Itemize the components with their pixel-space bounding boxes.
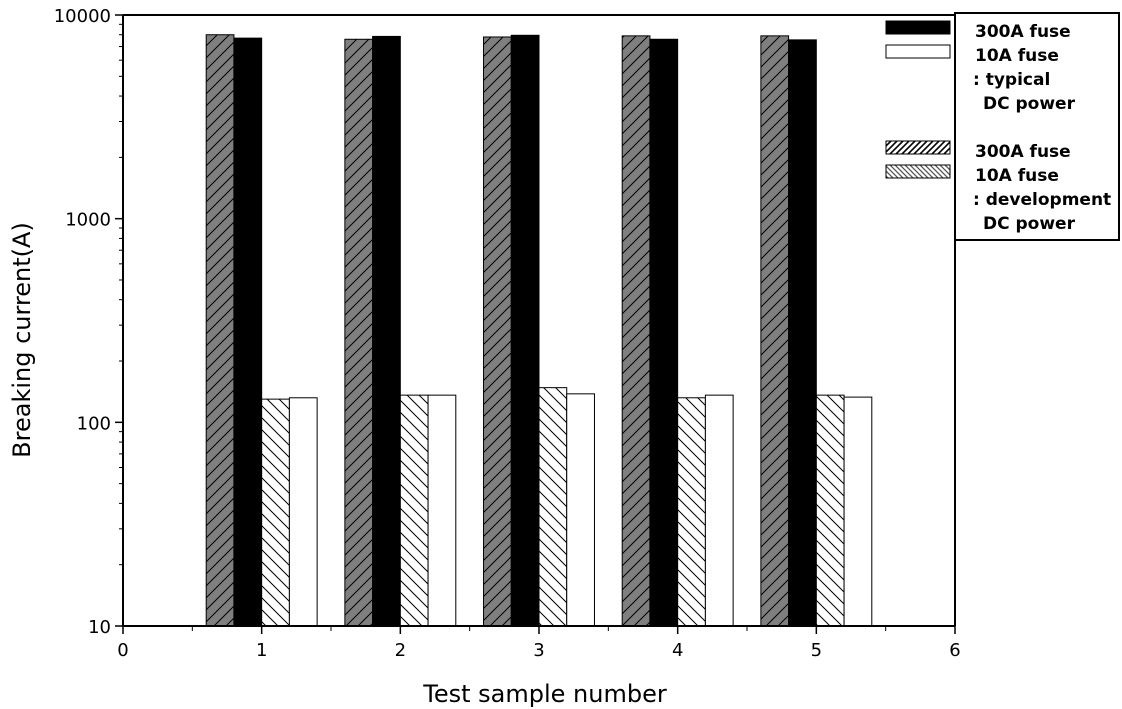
bar-sample-1-series-1: [205, 34, 235, 627]
bar-sample-1-series-2: [233, 37, 263, 627]
bar-sample-2-series-2: [372, 35, 401, 627]
legend-swatch-2-2: [885, 164, 951, 179]
bar-sample-4-series-2: [649, 38, 679, 627]
legend: 300A fuse 10A fuse : typical DC power 300A f…: [885, 12, 1120, 241]
legend-box: [954, 12, 1120, 241]
legend-label: 300A fuse: [975, 142, 1071, 162]
legend-swatch-1-2: [885, 44, 951, 59]
legend-label: 300A fuse: [975, 22, 1071, 42]
bar-sample-2-series-4: [427, 394, 457, 627]
x-tick-label: 6: [949, 640, 960, 661]
x-tick-label: 4: [672, 640, 683, 661]
legend-caption: : development: [973, 190, 1111, 210]
tick-labels: 0 1 2 3 4 5 6 10 100 1000 10000: [54, 6, 961, 661]
bar-sample-3-series-3: [538, 387, 568, 627]
bar-sample-1-series-4: [288, 397, 318, 627]
bar-sample-3-series-4: [566, 393, 595, 627]
legend-swatch-2-1: [885, 140, 951, 155]
y-axis-title: Breaking current(A): [8, 222, 36, 458]
y-tick-label: 1000: [65, 210, 111, 231]
bars-group: [205, 34, 873, 627]
bar-sample-5-series-1: [760, 35, 790, 627]
x-tick-label: 3: [533, 640, 544, 661]
bar-sample-4-series-1: [621, 35, 651, 627]
x-axis-title: Test sample number: [422, 680, 667, 708]
bar-sample-5-series-2: [788, 39, 817, 627]
legend-caption: DC power: [983, 94, 1076, 114]
bar-sample-3-series-2: [510, 34, 540, 627]
legend-label: 10A fuse: [975, 166, 1059, 186]
legend-items: 300A fuse 10A fuse : typical DC power 300A f…: [885, 20, 1111, 234]
legend-swatch-1-1: [885, 20, 951, 35]
legend-label: 10A fuse: [975, 46, 1059, 66]
x-tick-label: 5: [811, 640, 822, 661]
bar-sample-1-series-3: [261, 398, 290, 627]
bar-sample-5-series-3: [815, 394, 845, 627]
y-tick-label: 10: [88, 617, 111, 638]
x-tick-label: 0: [117, 640, 128, 661]
bar-sample-4-series-3: [677, 397, 706, 627]
legend-caption: DC power: [983, 214, 1076, 234]
bar-sample-2-series-1: [344, 38, 374, 627]
bar-sample-5-series-4: [843, 396, 873, 627]
bar-sample-2-series-3: [399, 394, 429, 627]
x-tick-label: 2: [395, 640, 406, 661]
x-tick-label: 1: [256, 640, 267, 661]
legend-caption: : typical: [973, 70, 1050, 90]
ticks: [115, 14, 956, 634]
bar-sample-3-series-1: [483, 36, 512, 627]
y-tick-label: 100: [77, 413, 111, 434]
y-tick-label: 10000: [54, 6, 111, 27]
bar-sample-4-series-4: [704, 394, 734, 627]
